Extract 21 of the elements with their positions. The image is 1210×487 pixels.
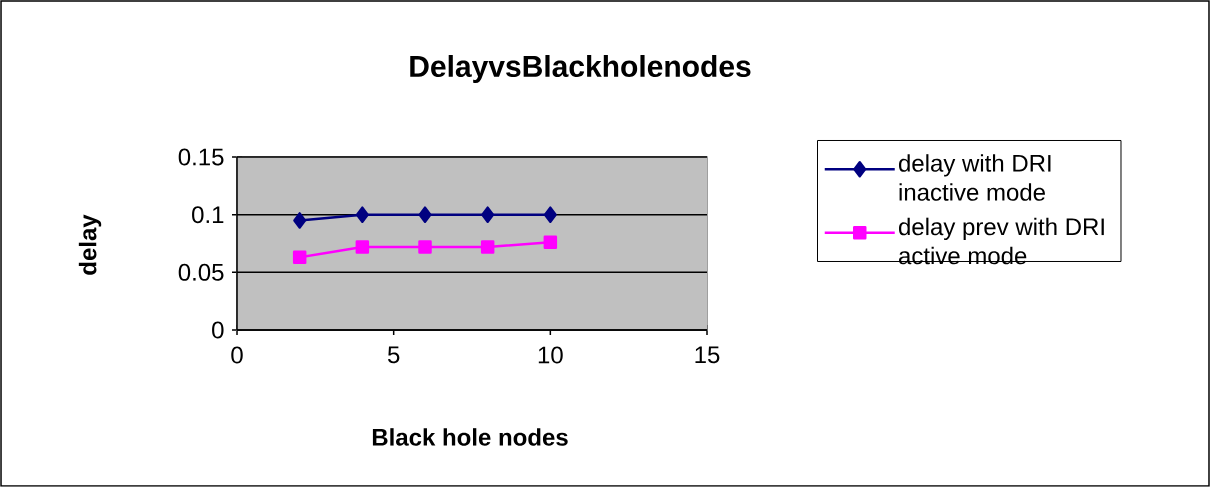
point [355, 206, 369, 223]
x-axis-title: Black hole nodes [372, 428, 568, 446]
x-tick-label: 5 [387, 346, 400, 364]
x-tick-label: 15 [695, 346, 720, 364]
y-tick-label: 0.15 [178, 148, 224, 166]
point [292, 250, 307, 265]
point [355, 240, 370, 254]
x-tick-label: 0 [231, 346, 243, 364]
point [418, 240, 432, 254]
point [480, 240, 495, 254]
point [481, 206, 495, 223]
y-tick-label: 0.05 [178, 263, 224, 281]
chart-title: DelayvsBlackholenodes [410, 55, 751, 83]
x-tick-label: 10 [538, 346, 563, 364]
point [543, 206, 557, 223]
y-tick-label: 0.1 [192, 206, 224, 224]
point [418, 206, 432, 223]
y-axis-title: delay [78, 214, 102, 275]
y-tick-label: 0 [212, 321, 224, 339]
point [543, 235, 558, 250]
point [293, 212, 307, 229]
